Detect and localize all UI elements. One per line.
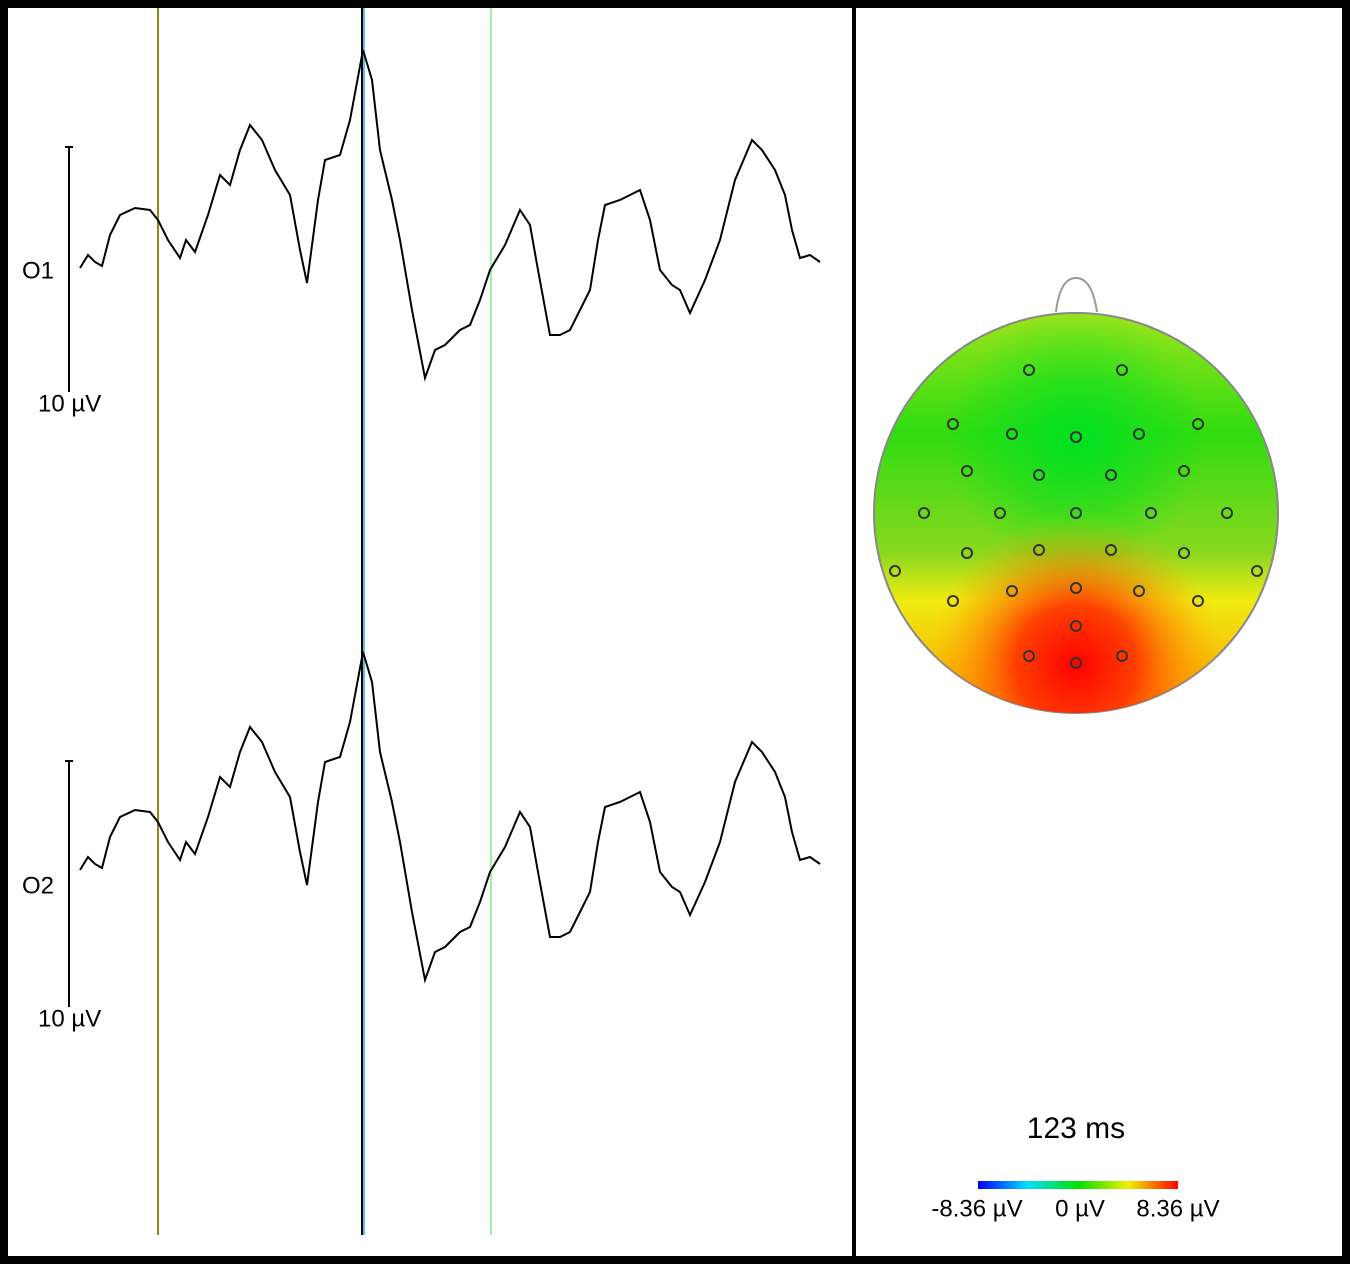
colorbar-min: -8.36 µV [931,1195,1022,1222]
waveform [79,49,821,382]
waveform [79,651,821,981]
channel-label: O2 [22,872,54,899]
topomap [873,276,1279,714]
colorbar-mid: 0 µV [1055,1195,1105,1222]
channel-label: O1 [22,257,54,284]
time-label: 123 ms [1027,1112,1125,1145]
channel: O2 10 µV [22,651,821,1032]
channel: O1 10 µV [22,49,821,417]
nose [1055,276,1098,313]
scale-label: 10 µV [38,1005,101,1032]
scale-label: 10 µV [38,390,101,417]
colorbar-max: 8.36 µV [1136,1195,1219,1222]
colorbar [978,1181,1178,1189]
electrodes [889,364,1263,669]
